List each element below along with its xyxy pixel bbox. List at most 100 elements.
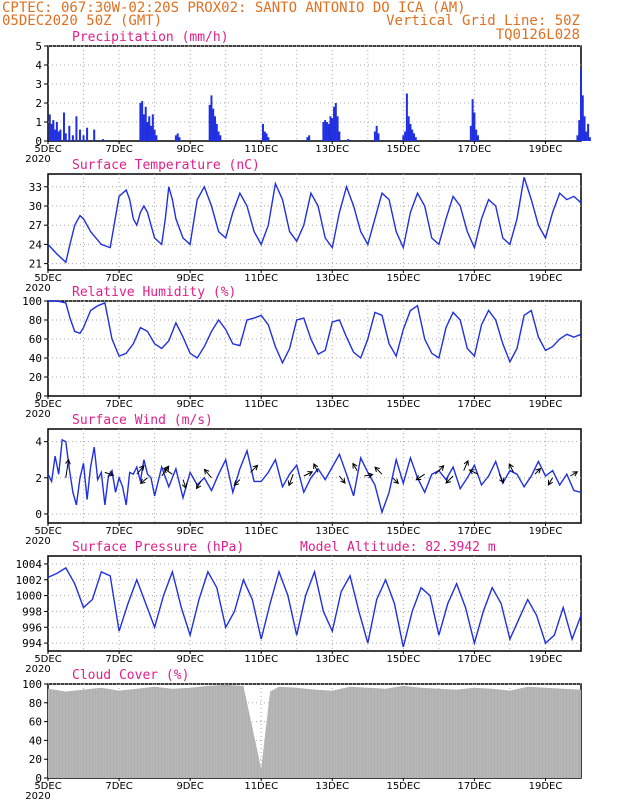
cloud-ytick-label: 80 [29, 697, 42, 710]
wind-xtick-label: 7DEC [105, 526, 132, 537]
humidity-xtick-label: 7DEC [105, 399, 132, 410]
precipitation-year-label: 2020 [25, 154, 50, 165]
wind-xtick-label: 15DEC [386, 526, 420, 537]
precip-bar [174, 135, 177, 141]
pressure-year-label: 2020 [25, 664, 50, 675]
pressure-ytick-label: 1000 [16, 590, 43, 603]
precip-bar [148, 116, 151, 141]
precip-bar [261, 123, 264, 141]
precip-bar [405, 93, 408, 141]
precip-bar [324, 120, 327, 141]
precip-bar [583, 116, 586, 141]
humidity-ytick-label: 20 [29, 371, 42, 384]
precip-bar [68, 125, 71, 141]
pressure-xtick-label: 17DEC [458, 654, 492, 665]
wind-arrow [65, 458, 71, 478]
header-line1: CPTEC: 067:30W-02:20S PROX02: SANTO ANTO… [2, 0, 466, 16]
humidity-xtick-label: 15DEC [386, 399, 420, 410]
precip-bar [75, 116, 78, 141]
precip-bar [325, 122, 328, 141]
wind-arrow [163, 468, 173, 475]
temperature-ytick-label: 24 [29, 238, 43, 251]
precip-bar [327, 123, 330, 141]
precip-bar [52, 120, 55, 141]
precip-bar [587, 123, 590, 141]
precip-bar [476, 135, 479, 141]
wind-xtick-label: 11DEC [244, 526, 278, 537]
wind-title: Surface Wind (m/s) [72, 413, 213, 428]
humidity-xtick-label: 11DEC [244, 399, 278, 410]
pressure-xtick-label: 15DEC [386, 654, 420, 665]
pressure-frame [47, 555, 582, 652]
humidity-year-label: 2020 [25, 409, 50, 420]
wind-arrow [250, 464, 259, 473]
cloud-ytick-label: 60 [29, 716, 42, 729]
precip-bar [265, 133, 268, 141]
panel-wind: 0 2 4 5DEC 7DEC 9DEC 11DEC 13DEC 15DEC 17DEC 19DEC… [25, 413, 582, 547]
precip-bar [212, 108, 215, 141]
panel-temperature: 21 24 27 30 33 5DEC 7DEC 9DEC 11DEC 13DEC 15DEC 17D… [25, 158, 582, 294]
precip-bar [411, 129, 414, 141]
wind-frame [47, 428, 582, 524]
cloud-title: Cloud Cover (%) [72, 668, 189, 683]
precip-bar [155, 135, 158, 141]
humidity-line [48, 300, 582, 365]
pressure-title: Surface Pressure (hPa) [72, 540, 244, 555]
precip-bar [402, 135, 405, 141]
temperature-xtick-label: 15DEC [386, 273, 420, 284]
precipitation-xtick-label: 17DEC [458, 144, 492, 155]
precip-bar [473, 112, 476, 141]
wind-arrow [136, 464, 145, 475]
humidity-ytick-label: 80 [29, 314, 42, 327]
pressure-xtick-label: 7DEC [105, 654, 132, 665]
precip-bar [71, 135, 74, 141]
precipitation-xtick-label: 9DEC [176, 144, 203, 155]
precip-bar [64, 133, 67, 141]
pressure-ytick-label: 994 [22, 637, 42, 650]
precipitation-ytick-label: 4 [35, 59, 42, 72]
precip-bar [585, 131, 588, 141]
precip-bar [48, 114, 51, 141]
temperature-year-label: 2020 [25, 283, 50, 294]
precip-bar [308, 135, 311, 141]
cloud-xtick-label: 7DEC [105, 781, 132, 792]
wind-xtick-label: 19DEC [529, 526, 563, 537]
precip-bar [142, 114, 145, 141]
temperature-xtick-label: 7DEC [105, 273, 132, 284]
temperature-ytick-label: 30 [29, 200, 42, 213]
wind-arrow [287, 474, 294, 487]
temperature-ytick-label: 33 [29, 181, 42, 194]
pressure-ytick-label: 1004 [16, 558, 43, 571]
wind-arrow [463, 459, 469, 471]
cloud-ytick-label: 0 [35, 772, 42, 785]
precip-bar [475, 129, 478, 141]
precip-bar [377, 133, 380, 141]
precipitation-xtick-label: 13DEC [315, 144, 349, 155]
precip-bar [336, 116, 339, 141]
precip-bar [102, 139, 105, 141]
precip-bar [375, 125, 378, 141]
wind-xtick-label: 17DEC [458, 526, 492, 537]
precipitation-xtick-label: 5DEC [34, 144, 61, 155]
wind-arrow [445, 475, 454, 484]
header-grid-line: Vertical Grid Line: 50Z [386, 13, 580, 29]
temperature-xtick-label: 5DEC [34, 273, 61, 284]
precip-bar [588, 137, 591, 141]
wind-arrow [352, 462, 358, 471]
pressure-xtick-label: 9DEC [176, 654, 203, 665]
precip-bar [334, 103, 337, 141]
wind-xtick-label: 13DEC [315, 526, 349, 537]
precip-bar [412, 133, 415, 141]
precip-bar [373, 131, 376, 141]
wind-arrow [196, 481, 202, 490]
precip-bar [144, 106, 147, 141]
pressure-xtick-label: 13DEC [315, 654, 349, 665]
wind-arrow [434, 465, 445, 475]
cloud-xtick-label: 9DEC [176, 781, 203, 792]
cloud-xtick-label: 13DEC [315, 781, 349, 792]
cloud-xtick-label: 19DEC [529, 781, 563, 792]
header-model: TQ0126L028 [496, 27, 580, 43]
panel-precipitation: 0 1 2 3 4 5 5DEC 7DEC 9DEC 11DEC 13DEC 15DEC 17DEC 19… [25, 30, 591, 165]
precipitation-ytick-label: 1 [35, 116, 42, 129]
temperature-xtick-label: 19DEC [529, 273, 563, 284]
